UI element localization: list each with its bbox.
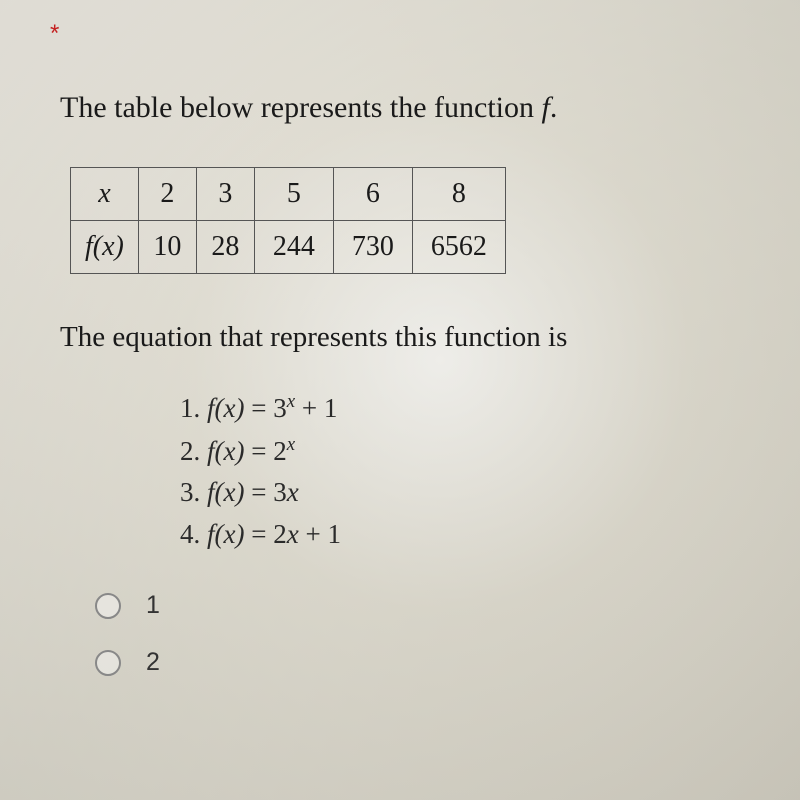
- option-lhs: f(x): [207, 393, 245, 423]
- row-header-fx: f(x): [71, 221, 139, 274]
- option-3: 3. f(x) = 3x: [180, 472, 760, 514]
- prompt-text: The table below represents the function …: [60, 88, 760, 127]
- cell: 3: [196, 168, 254, 221]
- cell: 5: [254, 168, 333, 221]
- option-tail: + 1: [295, 393, 337, 423]
- cell: 2: [138, 168, 196, 221]
- cell: 10: [138, 221, 196, 274]
- option-num: 1.: [180, 393, 200, 423]
- row-header-x: x: [71, 168, 139, 221]
- radio-label: 1: [146, 591, 160, 620]
- option-num: 2.: [180, 436, 200, 466]
- option-num: 3.: [180, 477, 200, 507]
- cell: 28: [196, 221, 254, 274]
- option-base: 3: [273, 477, 287, 507]
- option-sup: x: [287, 434, 295, 455]
- cell: 6562: [412, 221, 505, 274]
- option-sup: x: [287, 391, 295, 412]
- radio-option-1[interactable]: 1: [95, 591, 760, 620]
- option-lhs: f(x): [207, 436, 245, 466]
- option-base: 2: [273, 519, 287, 549]
- prompt-fn: f: [542, 91, 550, 124]
- option-num: 4.: [180, 519, 200, 549]
- radio-label: 2: [146, 648, 160, 677]
- cell: 6: [333, 168, 412, 221]
- option-base: 3: [273, 393, 287, 423]
- prompt-after: .: [550, 91, 558, 124]
- option-tail: x: [287, 519, 299, 549]
- function-table: x 2 3 5 6 8 f(x) 10 28 244 730 6562: [70, 167, 506, 274]
- option-base: 2: [273, 436, 287, 466]
- table-row: f(x) 10 28 244 730 6562: [71, 221, 506, 274]
- required-asterisk: *: [50, 20, 760, 48]
- option-1: 1. f(x) = 3x + 1: [180, 387, 760, 430]
- option-lhs: f(x): [207, 519, 245, 549]
- cell: 730: [333, 221, 412, 274]
- radio-circle-icon[interactable]: [95, 593, 121, 619]
- radio-circle-icon[interactable]: [95, 650, 121, 676]
- radio-group: 1 2: [95, 591, 760, 677]
- cell: 244: [254, 221, 333, 274]
- cell: 8: [412, 168, 505, 221]
- option-4: 4. f(x) = 2x + 1: [180, 514, 760, 556]
- answer-options: 1. f(x) = 3x + 1 2. f(x) = 2x 3. f(x) = …: [180, 387, 760, 556]
- prompt-before: The table below represents the function: [60, 91, 542, 124]
- option-tail: x: [287, 477, 299, 507]
- table-row: x 2 3 5 6 8: [71, 168, 506, 221]
- radio-option-2[interactable]: 2: [95, 648, 760, 677]
- option-2: 2. f(x) = 2x: [180, 430, 760, 473]
- worksheet: * The table below represents the functio…: [0, 0, 800, 800]
- option-lhs: f(x): [207, 477, 245, 507]
- question-text: The equation that represents this functi…: [60, 319, 760, 357]
